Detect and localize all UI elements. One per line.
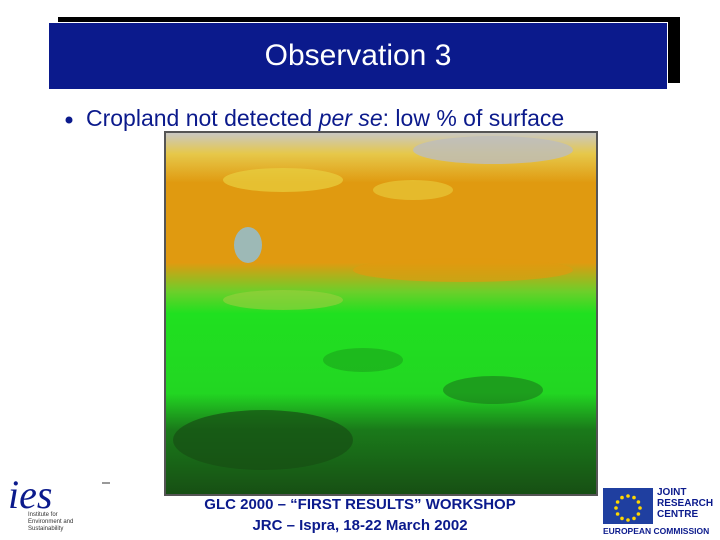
- jrc-name: JOINT: [657, 487, 687, 498]
- ies-caption: Environment and: [28, 519, 74, 525]
- ies-caption: Institute for: [28, 512, 58, 518]
- ies-mark: ies: [8, 472, 53, 517]
- eu-flag: [603, 488, 653, 524]
- jrc-name: CENTRE: [657, 509, 699, 520]
- footer-line: JRC – Ispra, 18-22 March 2002: [252, 517, 468, 534]
- jrc-name: RESEARCH: [657, 498, 714, 509]
- ec-name: EUROPEAN COMMISSION: [603, 526, 710, 536]
- footer-line: GLC 2000 – “FIRST RESULTS” WORKSHOP: [204, 496, 516, 513]
- land-cover-map: [164, 131, 598, 496]
- ies-logo: ies Institute for Environment and Sustai…: [8, 472, 98, 536]
- bullet-text: Cropland not detected: [86, 105, 319, 131]
- bullet-dot: [65, 116, 73, 124]
- ies-caption: Sustainability: [28, 526, 64, 532]
- title-box: Observation 3: [48, 22, 668, 90]
- bullet-emphasis: per se: [318, 105, 383, 131]
- slide-title: Observation 3: [264, 39, 452, 72]
- jrc-logo: JOINT RESEARCH CENTRE EUROPEAN COMMISSIO…: [603, 486, 719, 538]
- bullet: Cropland not detected per se: low % of s…: [62, 105, 564, 132]
- bullet-text: : low % of surface: [382, 105, 565, 131]
- footer: GLC 2000 – “FIRST RESULTS” WORKSHOP JRC …: [150, 494, 570, 536]
- dash: [102, 482, 110, 484]
